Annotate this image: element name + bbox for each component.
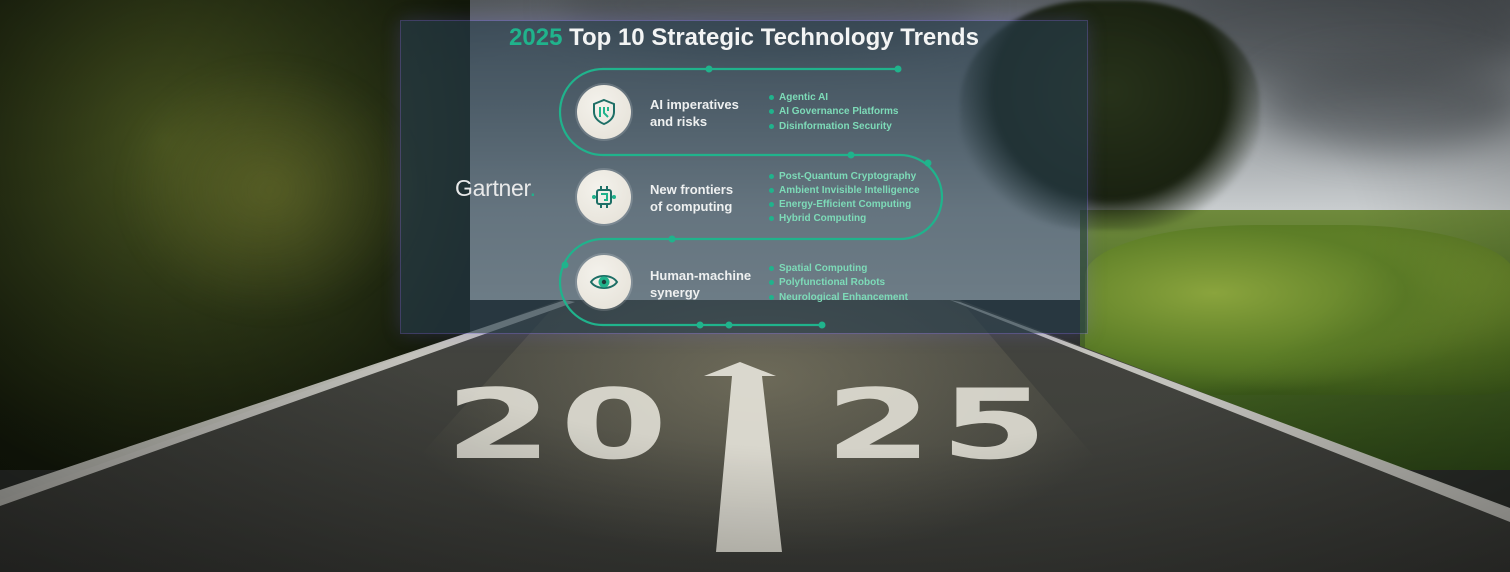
page-title: 2025 Top 10 Strategic Technology Trends [401, 24, 1087, 52]
gartner-logo: Gartner. [455, 174, 536, 202]
connector-node [924, 159, 932, 167]
trend-bullet [769, 95, 774, 100]
group-title: AI imperatives and risks [650, 96, 770, 130]
trend-item: Polyfunctional Robots [779, 277, 886, 288]
connector-node [696, 321, 704, 329]
serpentine-connector [558, 67, 944, 327]
year-marking: 20 25 [445, 369, 1056, 481]
forest-light [120, 60, 420, 320]
trend-bullet [769, 266, 774, 271]
forest [0, 0, 470, 470]
group-title-line: Human-machine [650, 268, 752, 283]
trend-bullet [769, 188, 774, 193]
left-lane-line [0, 300, 575, 506]
group-icon-circle [577, 255, 631, 309]
connector-node [725, 321, 733, 329]
hedge [1085, 225, 1510, 395]
trend-item: Spatial Computing [779, 263, 868, 274]
trend-item: Hybrid Computing [779, 213, 867, 224]
shield-chip-icon [593, 98, 615, 126]
trend-item: Post-Quantum Cryptography [779, 171, 917, 182]
trend-item: AI Governance Platforms [779, 106, 899, 117]
year-marking-left: 20 [445, 369, 676, 481]
connector-node [847, 151, 855, 159]
trend-bullet [769, 109, 774, 114]
brand-name: Gartner [455, 175, 530, 201]
trend-item: Ambient Invisible Intelligence [779, 185, 920, 196]
connector-node [894, 65, 902, 73]
group-title-line: of computing [650, 199, 733, 214]
trend-item: Energy-Efficient Computing [779, 199, 912, 210]
group-title-line: New frontiers [650, 182, 734, 197]
title-text: Top 10 Strategic Technology Trends [562, 24, 979, 51]
year-marking-right: 25 [825, 369, 1056, 481]
connector-node [668, 235, 676, 243]
trend-bullet [769, 202, 774, 207]
connector-node [818, 321, 826, 329]
trend-bullet [769, 174, 774, 179]
trend-bullet [769, 295, 774, 300]
title-year: 2025 [509, 24, 563, 51]
cloud [1260, 60, 1510, 150]
connector-node [561, 261, 569, 269]
connector-node [705, 65, 713, 73]
group-title-line: and risks [650, 114, 708, 129]
trend-item: Neurological Enhancement [779, 292, 908, 303]
group-title-line: AI imperatives [650, 97, 739, 112]
right-lane-line [950, 300, 1510, 522]
trend-bullet [769, 124, 774, 129]
eye-icon [589, 275, 619, 289]
brand-dot: . [529, 175, 536, 201]
group-title-line: synergy [650, 285, 700, 300]
arrow-marking [704, 362, 782, 552]
trend-bullet [769, 216, 774, 221]
connector-nodes [561, 65, 932, 329]
trends-panel [401, 21, 1087, 333]
trend-bullet [769, 280, 774, 285]
processor-icon [592, 186, 616, 208]
trend-item: Agentic AI [779, 92, 829, 103]
group-icon-circle [577, 170, 631, 224]
group-title: Human-machine synergy [650, 267, 770, 301]
group-icon-circle [577, 85, 631, 139]
group-title: New frontiers of computing [650, 181, 770, 215]
trend-item: Disinformation Security [779, 121, 892, 132]
